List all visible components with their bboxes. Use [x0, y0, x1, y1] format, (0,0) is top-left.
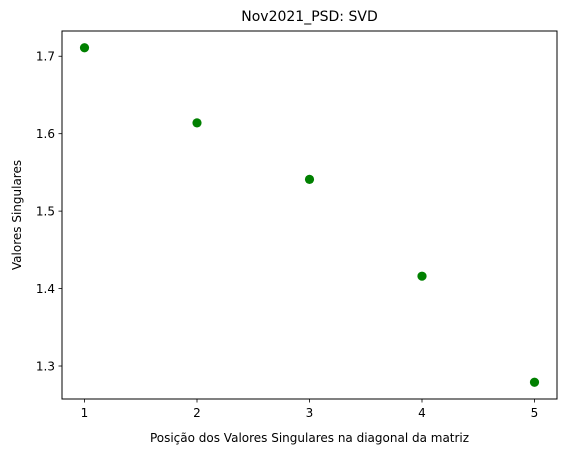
y-tick-label: 1.5: [36, 204, 55, 218]
x-tick-label: 4: [418, 406, 426, 420]
data-point: [417, 271, 427, 281]
data-point: [79, 43, 90, 53]
data-point: [529, 377, 540, 387]
y-tick-label: 1.6: [36, 127, 55, 141]
x-axis-label: Posição dos Valores Singulares na diagon…: [150, 431, 469, 445]
x-tick-label: 3: [306, 406, 314, 420]
x-axis-ticks: 1 2 3 4 5: [81, 399, 539, 420]
x-tick-label: 1: [81, 406, 89, 420]
y-axis-label: Valores Singulares: [10, 160, 24, 270]
x-tick-label: 2: [193, 406, 201, 420]
y-tick-label: 1.4: [36, 282, 55, 296]
y-axis-ticks: 1.3 1.4 1.5 1.6 1.7: [36, 50, 62, 373]
data-point: [304, 174, 315, 184]
x-tick-label: 5: [531, 406, 539, 420]
data-point: [192, 118, 202, 128]
chart-title: Nov2021_PSD: SVD: [241, 9, 377, 25]
plot-area-frame: [61, 30, 558, 400]
data-points: [79, 43, 540, 387]
y-tick-label: 1.3: [36, 359, 55, 373]
y-tick-label: 1.7: [36, 50, 55, 64]
